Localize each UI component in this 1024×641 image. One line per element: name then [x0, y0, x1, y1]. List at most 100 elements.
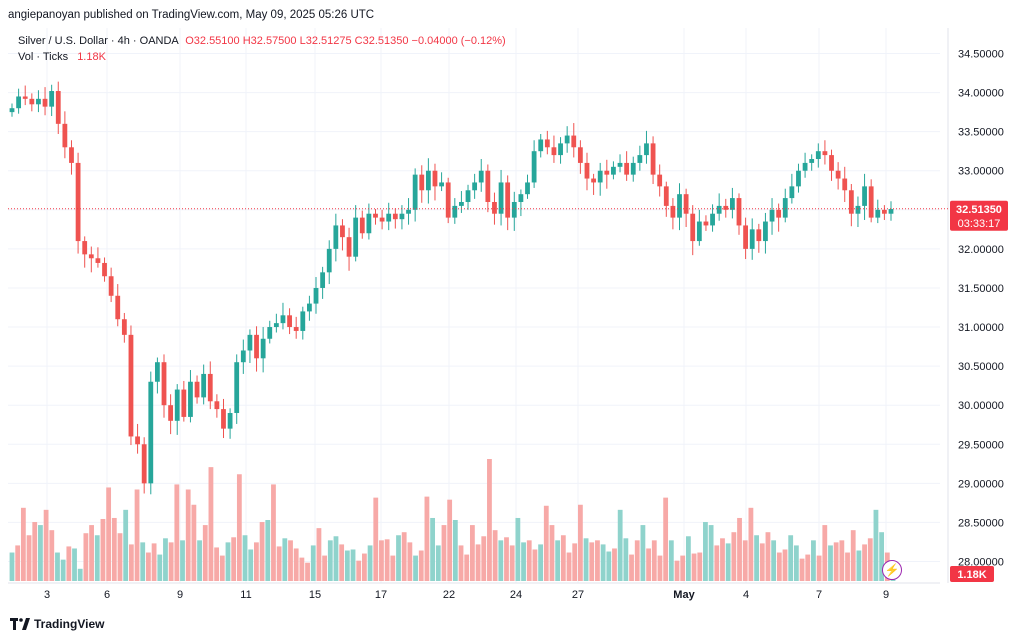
volume-bar: [174, 484, 180, 581]
candle-body: [829, 155, 834, 171]
candle-body: [868, 186, 874, 218]
candle-body: [333, 225, 339, 249]
candle-body: [478, 170, 484, 183]
candle-body: [822, 151, 828, 156]
candle-body: [505, 182, 511, 218]
candle-body: [399, 213, 405, 220]
y-tick-label: 33.00000: [958, 166, 1004, 178]
volume-bar: [555, 540, 561, 581]
candle-body: [214, 401, 220, 410]
candle-body: [809, 159, 815, 163]
volume-bar: [191, 504, 197, 581]
candle-body: [161, 362, 167, 406]
volume-bar: [418, 550, 424, 581]
candle-body: [650, 143, 656, 175]
volume-bar: [401, 532, 407, 581]
candle-body: [492, 201, 497, 214]
volume-bar: [816, 555, 822, 581]
x-tick-label: 17: [375, 589, 387, 601]
candle-body: [300, 311, 306, 331]
candle-body: [340, 225, 345, 238]
candle-body: [683, 194, 689, 214]
candle-body: [763, 221, 768, 242]
y-tick-label: 28.50000: [958, 517, 1004, 529]
candle-body: [835, 170, 841, 179]
candle-body: [459, 201, 464, 206]
candle-body: [551, 147, 557, 156]
tradingview-logo-icon: [10, 618, 30, 630]
volume-bar: [532, 549, 538, 581]
candle-body: [174, 389, 180, 421]
volume-bar: [521, 542, 526, 581]
volume-bar: [276, 546, 282, 581]
candle-body: [353, 217, 359, 257]
volume-bar: [822, 525, 828, 581]
volume-bar: [572, 543, 578, 581]
volume-bar: [600, 544, 606, 581]
candle-body: [326, 248, 332, 273]
volume-bar: [589, 542, 595, 581]
x-tick-label: 9: [883, 589, 889, 601]
candle-body: [168, 405, 174, 421]
candle-body: [29, 98, 35, 105]
volume-bar: [373, 497, 379, 581]
candle-body: [716, 205, 722, 214]
volume-bar: [487, 459, 492, 581]
volume-bar: [106, 487, 112, 581]
candle-body: [769, 209, 775, 222]
candle-body: [525, 182, 530, 195]
candle-body: [313, 287, 319, 304]
candle-body: [307, 303, 312, 312]
volume-bar: [100, 518, 106, 581]
candle-body: [743, 225, 749, 249]
candle-body: [465, 190, 471, 202]
y-tick-label: 30.00000: [958, 400, 1004, 412]
candle-body: [36, 98, 41, 105]
volume-bar: [333, 536, 339, 581]
volume-bar: [390, 555, 396, 581]
volume-bar: [435, 545, 441, 581]
volume-bar: [168, 542, 174, 581]
volume-bar: [236, 474, 242, 581]
volume-bar: [811, 540, 816, 581]
volume-bar: [128, 544, 134, 581]
candle-body: [293, 327, 299, 331]
volume-bar: [475, 544, 481, 581]
volume-bar: [805, 554, 811, 581]
footer-brand: TradingView: [34, 617, 105, 631]
volume-bar: [731, 532, 737, 581]
volume-bar: [72, 548, 77, 581]
volume-bar: [89, 525, 94, 581]
candle-body: [452, 205, 458, 218]
lightning-icon[interactable]: ⚡: [882, 560, 902, 580]
volume-bar: [197, 540, 202, 581]
candle-body: [888, 209, 894, 214]
y-tick-label: 33.50000: [958, 127, 1004, 139]
volume-bar: [748, 507, 754, 581]
candle-body: [419, 174, 425, 191]
candle-body: [320, 272, 326, 288]
y-tick-label: 28.00000: [958, 557, 1004, 569]
y-tick-label: 34.00000: [958, 88, 1004, 100]
candle-body: [9, 108, 15, 113]
candle-body: [670, 205, 676, 218]
volume-bar: [737, 517, 742, 581]
candle-body: [485, 170, 491, 202]
candle-body: [723, 205, 729, 210]
candle-body: [359, 217, 365, 234]
tradingview-logo[interactable]: TradingView: [10, 617, 104, 631]
volume-bar: [362, 553, 367, 581]
y-tick-label: 31.00000: [958, 322, 1004, 334]
candle-body: [121, 319, 127, 335]
candle-body: [128, 334, 134, 437]
x-tick-label: 27: [572, 589, 584, 601]
volume-bar: [77, 568, 83, 581]
candle-body: [498, 182, 504, 214]
volume-bar: [254, 542, 259, 581]
volume-bar: [668, 540, 674, 581]
volume-bar: [623, 538, 629, 581]
candle-body: [102, 262, 107, 277]
volume-bar: [15, 545, 21, 581]
candle-body: [432, 170, 438, 187]
